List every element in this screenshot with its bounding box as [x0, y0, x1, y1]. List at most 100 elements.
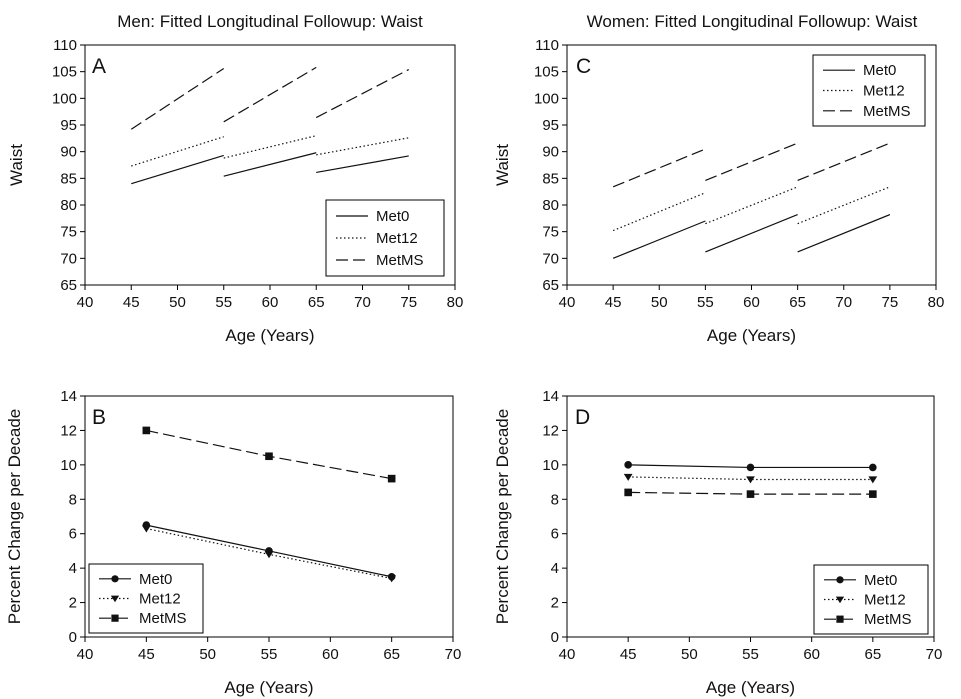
y-tick-label: 65 [542, 277, 559, 294]
legend: Met0 Met12 MetMS [814, 565, 928, 634]
y-tick-label: 14 [542, 388, 559, 405]
data-point [388, 475, 396, 483]
legend-label: MetMS [376, 252, 424, 269]
data-point [869, 490, 877, 498]
legend-label: MetMS [864, 611, 912, 628]
y-tick-label: 75 [542, 224, 559, 241]
panel-letter: D [575, 406, 590, 429]
y-tick-label: 85 [542, 170, 559, 187]
y-tick-label: 80 [542, 197, 559, 214]
x-tick-label: 40 [77, 294, 94, 311]
legend-label: Met0 [139, 571, 172, 588]
y-tick-label: 12 [60, 422, 77, 439]
legend-label: Met12 [863, 83, 905, 100]
legend: Met0 Met12 MetMS [813, 55, 925, 126]
series-metms [131, 67, 409, 129]
series-line [798, 187, 890, 224]
x-tick-label: 75 [400, 294, 417, 311]
y-tick-label: 110 [535, 37, 559, 54]
series-met0 [624, 461, 876, 471]
legend-label: Met0 [863, 62, 896, 79]
x-tick-label: 65 [308, 294, 325, 311]
y-tick-label: 8 [551, 491, 559, 508]
series-line [705, 187, 797, 224]
legend-label: MetMS [863, 103, 911, 120]
legend-label: Met0 [376, 208, 409, 225]
series-line [316, 156, 409, 173]
y-tick-label: 65 [60, 277, 77, 294]
y-tick-label: 10 [542, 457, 559, 474]
y-tick-label: 90 [60, 144, 77, 161]
y-tick-label: 0 [69, 629, 77, 646]
y-tick-label: 6 [69, 526, 77, 543]
x-tick-label: 50 [651, 294, 668, 311]
y-tick-label: 85 [60, 170, 77, 187]
x-tick-label: 70 [354, 294, 371, 311]
x-tick-label: 55 [215, 294, 232, 311]
y-tick-label: 95 [60, 117, 77, 134]
series-metms [143, 427, 396, 483]
legend-label: Met12 [376, 230, 418, 247]
y-tick-label: 4 [69, 560, 77, 577]
panel-b: B40 45 50 55 60 65 7002468101214Age (Years)Per… [5, 388, 461, 697]
x-tick-label: 45 [123, 294, 140, 311]
x-tick-label: 80 [928, 294, 945, 311]
series-met0 [613, 215, 890, 259]
legend-marker [111, 575, 118, 582]
y-axis-label: Percent Change per Decade [493, 409, 512, 624]
y-tick-label: 70 [60, 250, 77, 267]
x-tick-label: 60 [743, 294, 760, 311]
series-line [224, 153, 317, 176]
chart-title: Women: Fitted Longitudinal Followup: Wai… [587, 12, 918, 31]
series-met12 [613, 187, 890, 231]
x-tick-label: 70 [926, 646, 943, 663]
data-point [868, 476, 877, 483]
series-line [316, 138, 409, 155]
series-line [613, 221, 705, 258]
data-point [624, 489, 632, 497]
series-line [224, 136, 317, 158]
series-line [705, 143, 797, 180]
legend-marker [836, 576, 843, 583]
x-tick-label: 55 [742, 646, 759, 663]
x-tick-label: 40 [77, 646, 94, 663]
series-met12 [131, 136, 409, 166]
x-tick-label: 65 [864, 646, 881, 663]
x-axis-label: Age (Years) [707, 326, 796, 345]
y-tick-label: 105 [534, 64, 559, 81]
x-tick-label: 50 [169, 294, 186, 311]
panel-letter: A [92, 55, 106, 78]
y-tick-label: 110 [53, 37, 77, 54]
y-tick-label: 4 [551, 560, 559, 577]
legend: Met0 Met12 MetMS [89, 564, 203, 633]
y-tick-label: 14 [60, 388, 77, 405]
y-tick-label: 100 [534, 90, 559, 107]
x-tick-label: 65 [789, 294, 806, 311]
panel-letter: B [92, 406, 106, 429]
y-tick-label: 2 [69, 595, 77, 612]
y-tick-label: 70 [542, 250, 559, 267]
y-axis-label: Percent Change per Decade [5, 409, 24, 624]
x-tick-label: 50 [199, 646, 216, 663]
y-tick-label: 100 [52, 90, 77, 107]
x-tick-label: 70 [835, 294, 852, 311]
series-metms [624, 489, 876, 498]
y-tick-label: 75 [60, 224, 77, 241]
data-point [143, 427, 151, 435]
x-tick-label: 60 [803, 646, 820, 663]
chart-title: Men: Fitted Longitudinal Followup: Waist [117, 12, 423, 31]
panel-a: Men: Fitted Longitudinal Followup: Waist… [7, 12, 463, 345]
series-metms [613, 143, 890, 187]
y-tick-label: 105 [52, 64, 77, 81]
x-tick-label: 45 [138, 646, 155, 663]
x-tick-label: 40 [559, 294, 576, 311]
x-tick-label: 45 [605, 294, 622, 311]
legend-label: Met12 [139, 591, 181, 608]
x-axis-label: Age (Years) [224, 678, 313, 697]
series-line [131, 137, 224, 166]
legend-label: Met0 [864, 572, 897, 589]
panel-d: D40 45 50 55 60 65 7002468101214Age (Years)Per… [493, 388, 942, 697]
legend: Met0 Met12 MetMS [326, 200, 444, 276]
y-tick-label: 80 [60, 197, 77, 214]
